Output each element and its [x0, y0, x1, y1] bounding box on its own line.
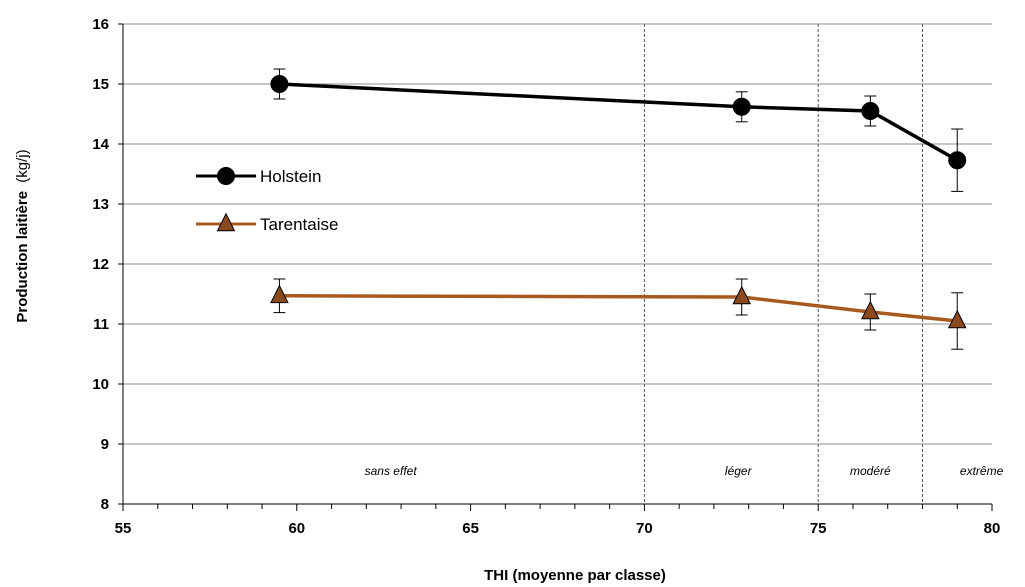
- legend: Holstein Tarentaise: [196, 167, 338, 234]
- data-point-tarentaise: [861, 300, 880, 320]
- y-tick-labels: 8 9 10 11 12 13 14 15 16: [92, 16, 109, 513]
- data-point-holstein: [732, 97, 751, 116]
- legend-label: Tarentaise: [260, 215, 338, 234]
- y-axis-title-unit: (kg/j): [14, 149, 31, 182]
- y-tick-label-8: 8: [101, 496, 109, 513]
- y-tick-label-10: 10: [92, 376, 109, 393]
- y-axis-title-main: Production laitière: [14, 191, 31, 323]
- y-tick-label-16: 16: [92, 16, 109, 33]
- series-holstein: [270, 68, 967, 192]
- x-tick-label-75: 75: [810, 520, 827, 537]
- y-tick-label-14: 14: [92, 136, 109, 153]
- legend-marker: [217, 167, 235, 185]
- data-point-tarentaise: [270, 284, 289, 304]
- series-line-holstein: [279, 82, 959, 162]
- gridlines: [123, 23, 992, 445]
- x-tick-labels: 55 60 65 70 75 80: [115, 520, 1001, 537]
- x-axis-title: THI (moyenne par classe): [484, 567, 666, 584]
- data-point-holstein: [270, 75, 289, 93]
- zone-label: modéré: [850, 464, 891, 478]
- y-tick-label-13: 13: [92, 196, 109, 213]
- x-tick-label-65: 65: [462, 520, 479, 537]
- series-line-tarentaise: [279, 294, 958, 323]
- legend-item-holstein: Holstein: [196, 167, 321, 186]
- axes: [118, 23, 993, 511]
- zone-label: sans effet: [365, 464, 418, 478]
- data-point-holstein: [861, 102, 880, 120]
- y-tick-label-15: 15: [92, 76, 109, 93]
- data-point-holstein: [948, 151, 967, 170]
- legend-item-tarentaise: Tarentaise: [196, 212, 338, 234]
- series-layer: [270, 68, 967, 350]
- zone-label: léger: [725, 464, 753, 478]
- y-tick-label-9: 9: [101, 436, 109, 453]
- x-tick-label-70: 70: [636, 520, 653, 537]
- zone-labels: sans effet léger modéré extrême: [365, 464, 1004, 478]
- y-tick-label-12: 12: [92, 256, 109, 273]
- legend-label: Holstein: [260, 167, 321, 186]
- zone-label: extrême: [960, 464, 1004, 478]
- y-tick-label-11: 11: [93, 316, 109, 333]
- x-tick-label-55: 55: [115, 520, 132, 537]
- x-tick-label-60: 60: [288, 520, 305, 537]
- data-point-tarentaise: [947, 309, 967, 329]
- legend-marker: [216, 212, 236, 232]
- y-axis-title: Production laitière (kg/j): [14, 149, 31, 322]
- data-point-tarentaise: [732, 285, 752, 305]
- threshold-lines: [643, 24, 923, 504]
- x-tick-label-80: 80: [984, 520, 1001, 537]
- series-tarentaise: [270, 278, 967, 350]
